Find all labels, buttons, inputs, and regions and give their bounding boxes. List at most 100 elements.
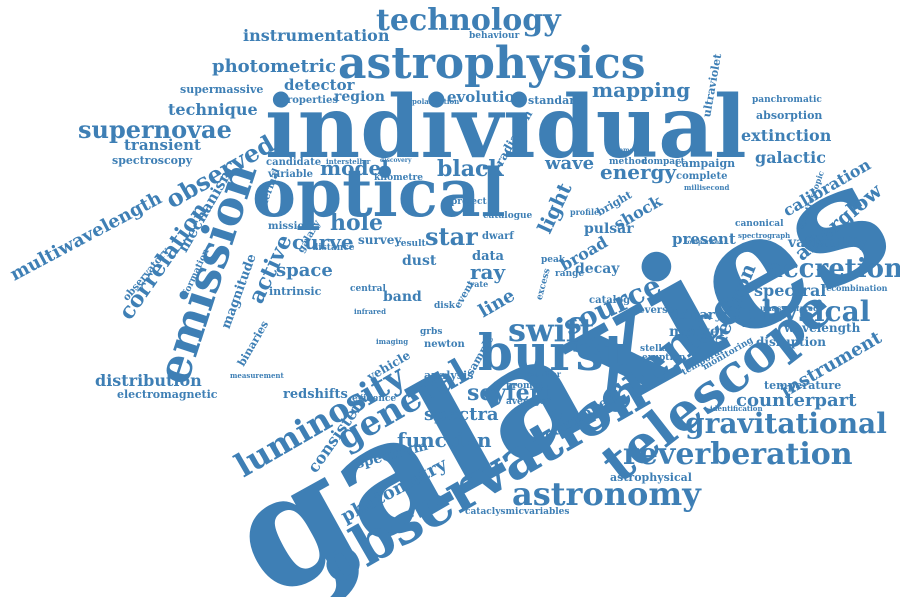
- word-monitor: monitor: [525, 369, 561, 379]
- word-complete: complete: [676, 171, 728, 182]
- word-evolution: evolution: [447, 88, 526, 106]
- word-extinction: extinction: [741, 126, 832, 145]
- word-survey: survey: [358, 233, 402, 247]
- word-dwarf: dwarf: [482, 231, 514, 242]
- word-cataclysmicvariables: cataclysmicvariables: [465, 507, 570, 517]
- word-merger: merger: [669, 324, 727, 340]
- word-canonical: canonical: [735, 219, 784, 229]
- word-spectrograph: spectrograph: [738, 231, 791, 240]
- word-black: black: [437, 156, 504, 182]
- word-pulsar: pulsar: [584, 221, 634, 237]
- word-electromagnetic: electromagnetic: [117, 388, 218, 401]
- word-wave: wave: [545, 153, 595, 174]
- word-behaviour: behaviour: [469, 31, 520, 41]
- word-physical: physical: [742, 295, 871, 328]
- word-prompt: prompt: [506, 381, 544, 391]
- word-discovery: discovery: [380, 157, 412, 164]
- word-swift: swift: [508, 311, 595, 349]
- word-wavelength: wavelength: [784, 321, 861, 335]
- word-counterpart: counterpart: [736, 390, 857, 411]
- word-panchromatic: panchromatic: [752, 95, 822, 105]
- word-astrophysics: astrophysics: [338, 38, 646, 89]
- word-imaging: imaging: [376, 337, 409, 346]
- word-burst: burst: [478, 323, 627, 382]
- word-energy: energy: [600, 160, 677, 184]
- word-reverse: reverse: [633, 305, 675, 316]
- word-disk: disk: [434, 301, 456, 311]
- word-technology: technology: [376, 3, 561, 38]
- word-intrinsic: intrinsic: [269, 285, 322, 298]
- word-profile: profile: [570, 207, 600, 217]
- word-light: light: [532, 178, 577, 238]
- word-newton: newton: [424, 339, 465, 350]
- word-millisecond: millisecond: [684, 183, 730, 192]
- word-binaries: binaries: [234, 318, 272, 369]
- word-polarization: polarization: [412, 97, 460, 106]
- word-curve: curve: [292, 230, 354, 254]
- word-peak: peak: [541, 255, 566, 265]
- word-individual: individual: [265, 77, 747, 178]
- word-mapping: mapping: [592, 78, 691, 102]
- word-measurement: measurement: [230, 371, 284, 380]
- word-decay: decay: [575, 261, 620, 277]
- word-supermassive: supermassive: [180, 83, 264, 96]
- word-optical: optical: [252, 154, 506, 232]
- word-interstellar: interstellar: [326, 157, 371, 166]
- word-supernovae: supernovae: [78, 115, 232, 144]
- word-eruption: eruption: [642, 353, 686, 363]
- word-data: data: [472, 249, 504, 264]
- word-reverberation: reverberation: [623, 437, 853, 472]
- word-model: model: [320, 156, 389, 180]
- word-variable: variable: [268, 169, 313, 180]
- word-campaign: campaign: [675, 157, 736, 170]
- word-unassociated: unassociated: [760, 303, 819, 313]
- word-photometric: photometric: [212, 56, 337, 77]
- word-average: average: [506, 397, 546, 407]
- word-redshifts: redshifts: [283, 387, 348, 402]
- word-candidate: candidate: [266, 157, 322, 168]
- word-comparison: comparison: [684, 239, 724, 246]
- word-binary: binary: [676, 308, 723, 323]
- word-seyfert: seyfert: [467, 380, 552, 406]
- word-star: star: [425, 222, 478, 251]
- word-properties: properties: [280, 95, 338, 106]
- word-transient: transient: [124, 136, 201, 154]
- word-galactic: galactic: [755, 148, 826, 167]
- word-technique: technique: [168, 100, 258, 119]
- word-function: function: [397, 428, 492, 452]
- word-mission: mission: [268, 221, 312, 232]
- word-temperature: temperature: [764, 379, 842, 392]
- word-rate: rate: [470, 279, 489, 289]
- word-grbs: grbs: [420, 327, 443, 337]
- word-infrared: infrared: [354, 307, 387, 316]
- word-analysis: analysis: [424, 369, 474, 382]
- word-band: band: [383, 289, 422, 305]
- word-identification: identification: [710, 404, 763, 413]
- word-present: present: [672, 230, 736, 248]
- word-variability: variability: [788, 235, 868, 251]
- word-distribution: distribution: [95, 371, 202, 390]
- word-gravitational: gravitational: [685, 407, 887, 440]
- word-accretion: accretion: [766, 254, 900, 284]
- word-hole: hole: [330, 210, 384, 236]
- word-spectral: spectral: [754, 281, 827, 300]
- word-standard: standard: [528, 94, 583, 107]
- word-compact: compact: [642, 157, 685, 167]
- word-astrophysical: astrophysical: [610, 471, 692, 484]
- word-recombination: recombination: [822, 283, 888, 293]
- word-instrumentation: instrumentation: [243, 26, 390, 45]
- word-region: region: [334, 89, 385, 105]
- word-disruption: disruption: [756, 335, 826, 349]
- word-stellar: stellar: [640, 344, 673, 354]
- word-spectroscopy: spectroscopy: [112, 154, 193, 167]
- word-absorption: absorption: [756, 109, 823, 122]
- word-project: project: [451, 197, 487, 207]
- word-central: central: [350, 284, 386, 294]
- word-evidence: evidence: [352, 394, 397, 404]
- word-astronomy: astronomy: [512, 475, 701, 513]
- word-range: range: [555, 269, 585, 279]
- word-method: method: [609, 157, 648, 167]
- word-distance: distance: [312, 243, 355, 253]
- word-dust: dust: [402, 253, 437, 269]
